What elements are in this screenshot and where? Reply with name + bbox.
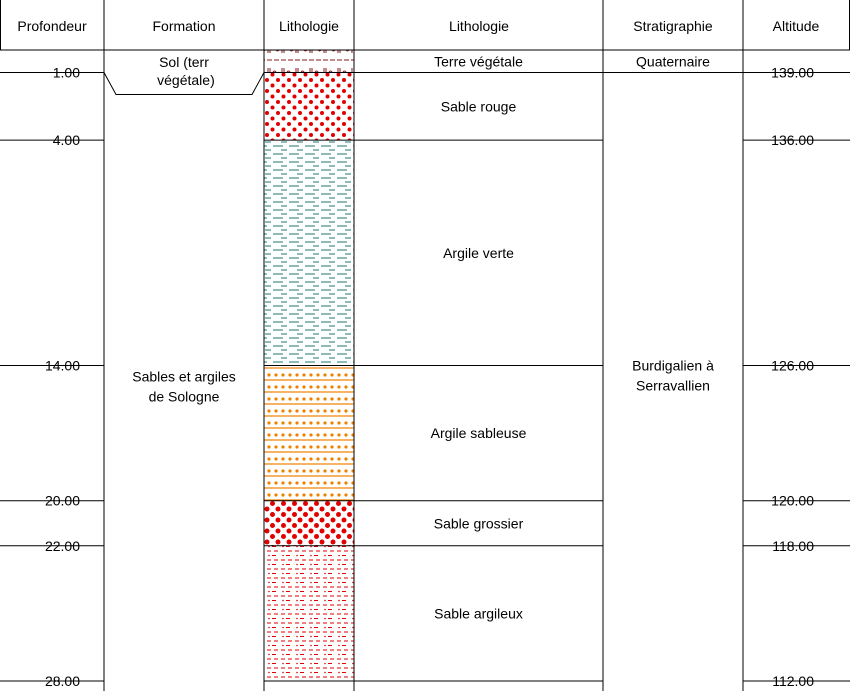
depth-label-5: 22.00: [45, 538, 80, 554]
formation-label-2: Sables et argiles de Sologne: [132, 369, 236, 405]
lithology-description-3: Argile verte: [443, 245, 514, 261]
lithology-patterns: [264, 50, 354, 681]
formation-boundary-1: [103, 72, 265, 96]
header-lithologie-pattern: Lithologie: [279, 18, 339, 34]
lithology-description-5: Sable grossier: [434, 515, 524, 531]
lithology-layer-5: [264, 500, 354, 546]
lithology-layer-1: [264, 50, 354, 73]
lithology-layer-3: [264, 140, 354, 366]
header-stratigraphie: Stratigraphie: [633, 18, 713, 34]
header-formation: Formation: [152, 18, 215, 34]
header-altitude: Altitude: [773, 18, 820, 34]
lithology-description-1: Terre végétale: [434, 53, 523, 69]
header-row: Profondeur Formation Lithologie Litholog…: [17, 18, 819, 34]
altitude-label-4: 120.00: [771, 493, 814, 509]
depth-label-6: 28.00: [45, 673, 80, 689]
depth-label-3: 14.00: [45, 358, 80, 374]
depth-label-4: 20.00: [45, 493, 80, 509]
header-lithologie-description: Lithologie: [449, 18, 509, 34]
boundary-lines: [0, 72, 850, 682]
lithology-description-6: Sable argileux: [434, 605, 523, 621]
header-profondeur: Profondeur: [17, 18, 87, 34]
altitude-label-1: 139.00: [771, 65, 814, 81]
lithology-description-2: Sable rouge: [441, 98, 517, 114]
altitude-label-6: 112.00: [772, 673, 814, 689]
altitude-label-2: 136.00: [771, 132, 814, 148]
layer-labels: Terre végétale Sable rouge Argile verte Arg…: [45, 53, 814, 689]
lithology-layer-4: [264, 365, 354, 501]
formation-label-1: Sol (terr végétale): [153, 54, 214, 88]
lithology-description-4: Argile sableuse: [431, 425, 527, 441]
depth-label-2: 4.00: [53, 132, 80, 148]
stratigraphy-label-2: Burdigalien à Serravallien: [632, 358, 714, 394]
altitude-label-5: 118.00: [772, 538, 814, 554]
lithology-layer-2: [264, 72, 354, 141]
depth-label-1: 1.00: [53, 65, 80, 81]
lithology-layer-6: [264, 545, 354, 681]
altitude-label-3: 126.00: [771, 358, 814, 374]
stratigraphy-label-1: Quaternaire: [636, 53, 710, 69]
